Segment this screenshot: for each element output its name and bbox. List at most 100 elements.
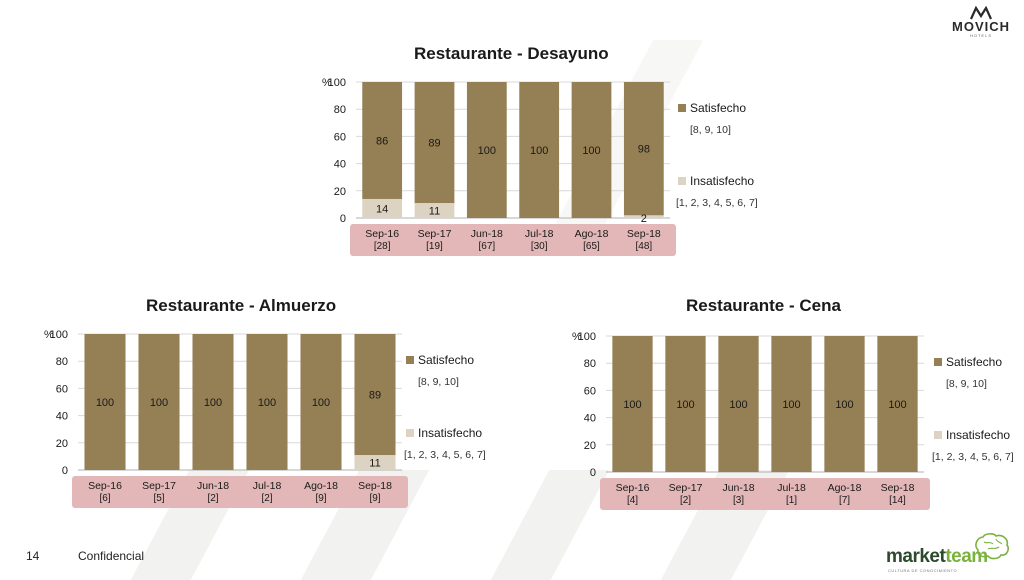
x-tick-label: Sep-16 — [88, 480, 122, 492]
data-label-satisfecho: 100 — [312, 397, 330, 409]
data-label-satisfecho: 100 — [623, 399, 641, 411]
y-tick-label: 80 — [584, 358, 596, 370]
movich-logo: MOVICH HOTELS — [944, 6, 1018, 42]
x-tick-count: [1] — [786, 495, 797, 506]
legend-range-satisfecho: [8, 9, 10] — [946, 378, 987, 390]
data-label-satisfecho: 100 — [478, 145, 496, 157]
x-tick-count: [9] — [369, 493, 380, 504]
data-label-satisfecho: 100 — [150, 397, 168, 409]
legend-label-insatisfecho: Insatisfecho — [946, 428, 1010, 442]
data-label-satisfecho: 100 — [582, 145, 600, 157]
wordmark-main: market — [886, 546, 946, 567]
chart-title: Restaurante - Desayuno — [414, 44, 609, 63]
legend-label-insatisfecho: Insatisfecho — [690, 174, 754, 188]
data-label-satisfecho: 86 — [376, 135, 388, 147]
data-label-satisfecho: 89 — [428, 138, 440, 150]
legend-range-insatisfecho: [1, 2, 3, 4, 5, 6, 7] — [404, 449, 486, 461]
y-tick-label: 40 — [56, 411, 68, 423]
legend-swatch-satisfecho — [406, 356, 414, 364]
legend-label-satisfecho: Satisfecho — [946, 355, 1002, 369]
x-tick-count: [4] — [627, 495, 638, 506]
y-tick-label: 40 — [584, 413, 596, 425]
data-label-satisfecho: 100 — [204, 397, 222, 409]
y-tick-label: 100 — [50, 329, 68, 341]
x-tick-label: Jul-18 — [525, 228, 554, 240]
logo-sub: HOTELS — [969, 33, 992, 38]
legend-label-satisfecho: Satisfecho — [418, 353, 474, 367]
data-label-insatisfecho: 2 — [641, 213, 647, 225]
bar-insatisfecho — [414, 203, 455, 218]
brain-icon — [975, 533, 1009, 560]
bar-satisfecho — [665, 336, 706, 472]
legend-range-insatisfecho: [1, 2, 3, 4, 5, 6, 7] — [676, 197, 758, 209]
legend-range-satisfecho: [8, 9, 10] — [418, 376, 459, 388]
x-axis-band — [600, 478, 930, 510]
x-tick-label: Sep-17 — [669, 482, 703, 494]
logo-name: MOVICH — [952, 19, 1010, 34]
chart-cena: Restaurante - Cena 0 20 40 60 80 100% 100 Sep-1… — [540, 292, 1024, 512]
marketteam-tagline: CULTURA DE CONOCIMIENTO — [888, 568, 958, 573]
data-label-satisfecho: 100 — [729, 399, 747, 411]
y-tick-label: 80 — [56, 356, 68, 368]
x-tick-label: Jun-18 — [471, 228, 503, 240]
x-tick-label: Sep-18 — [627, 228, 661, 240]
wordmark-accent: team — [945, 546, 988, 567]
x-tick-count: [3] — [733, 495, 744, 506]
y-tick-label: 80 — [334, 104, 346, 116]
legend-swatch-insatisfecho — [678, 177, 686, 185]
chart-almuerzo: Restaurante - Almuerzo 0 20 40 60 80 100% 100 S… — [22, 292, 502, 512]
x-tick-label: Sep-18 — [358, 480, 392, 492]
x-tick-count: [30] — [531, 241, 548, 252]
x-tick-count: [7] — [839, 495, 850, 506]
x-tick-count: [14] — [889, 495, 906, 506]
y-tick-label: 60 — [334, 131, 346, 143]
legend-swatch-satisfecho — [678, 104, 686, 112]
x-tick-label: Sep-17 — [142, 480, 176, 492]
bar-satisfecho — [623, 82, 664, 216]
bar-satisfecho — [466, 82, 507, 218]
x-tick-label: Sep-16 — [616, 482, 650, 494]
x-tick-label: Jun-18 — [197, 480, 229, 492]
x-tick-count: [28] — [374, 241, 391, 252]
y-tick-label: 20 — [56, 438, 68, 450]
x-tick-label: Jul-18 — [253, 480, 282, 492]
bar-insatisfecho — [354, 455, 396, 470]
legend-swatch-insatisfecho — [406, 429, 414, 437]
chart-plot: 020406080100%100Sep-16[6]100Sep-17[5]100… — [44, 329, 486, 508]
data-label-satisfecho: 100 — [782, 399, 800, 411]
y-axis-label: % — [44, 329, 54, 341]
logo-mark-icon — [969, 6, 993, 20]
bar-satisfecho — [519, 82, 560, 218]
y-tick-label: 0 — [340, 213, 346, 225]
bar-satisfecho — [771, 336, 812, 472]
data-label-satisfecho: 89 — [369, 390, 381, 402]
bar-satisfecho — [571, 82, 612, 218]
bar-satisfecho — [192, 334, 234, 470]
x-tick-label: Sep-17 — [418, 228, 452, 240]
data-label-insatisfecho: 14 — [376, 203, 388, 215]
data-label-satisfecho: 98 — [638, 144, 650, 156]
legend-label-satisfecho: Satisfecho — [690, 101, 746, 115]
data-label-satisfecho: 100 — [530, 145, 548, 157]
legend-swatch-satisfecho — [934, 358, 942, 366]
x-tick-count: [19] — [426, 241, 443, 252]
bar-satisfecho — [84, 334, 126, 470]
legend-label-insatisfecho: Insatisfecho — [418, 426, 482, 440]
bar-satisfecho — [246, 334, 288, 470]
bar-insatisfecho — [623, 215, 664, 218]
marketteam-logo: marketteam CULTURA DE CONOCIMIENTO — [884, 532, 1014, 573]
y-tick-label: 100 — [328, 77, 346, 89]
bar-satisfecho — [612, 336, 653, 472]
data-label-satisfecho: 100 — [676, 399, 694, 411]
x-tick-label: Sep-16 — [365, 228, 399, 240]
legend-swatch-insatisfecho — [934, 431, 942, 439]
chart-title: Restaurante - Almuerzo — [146, 296, 337, 315]
bar-satisfecho — [414, 82, 455, 204]
y-tick-label: 60 — [584, 385, 596, 397]
x-tick-count: [2] — [680, 495, 691, 506]
data-label-satisfecho: 100 — [835, 399, 853, 411]
x-tick-count: [6] — [99, 493, 110, 504]
x-axis-band — [350, 224, 676, 256]
x-tick-count: [48] — [635, 241, 652, 252]
bar-satisfecho — [877, 336, 918, 472]
